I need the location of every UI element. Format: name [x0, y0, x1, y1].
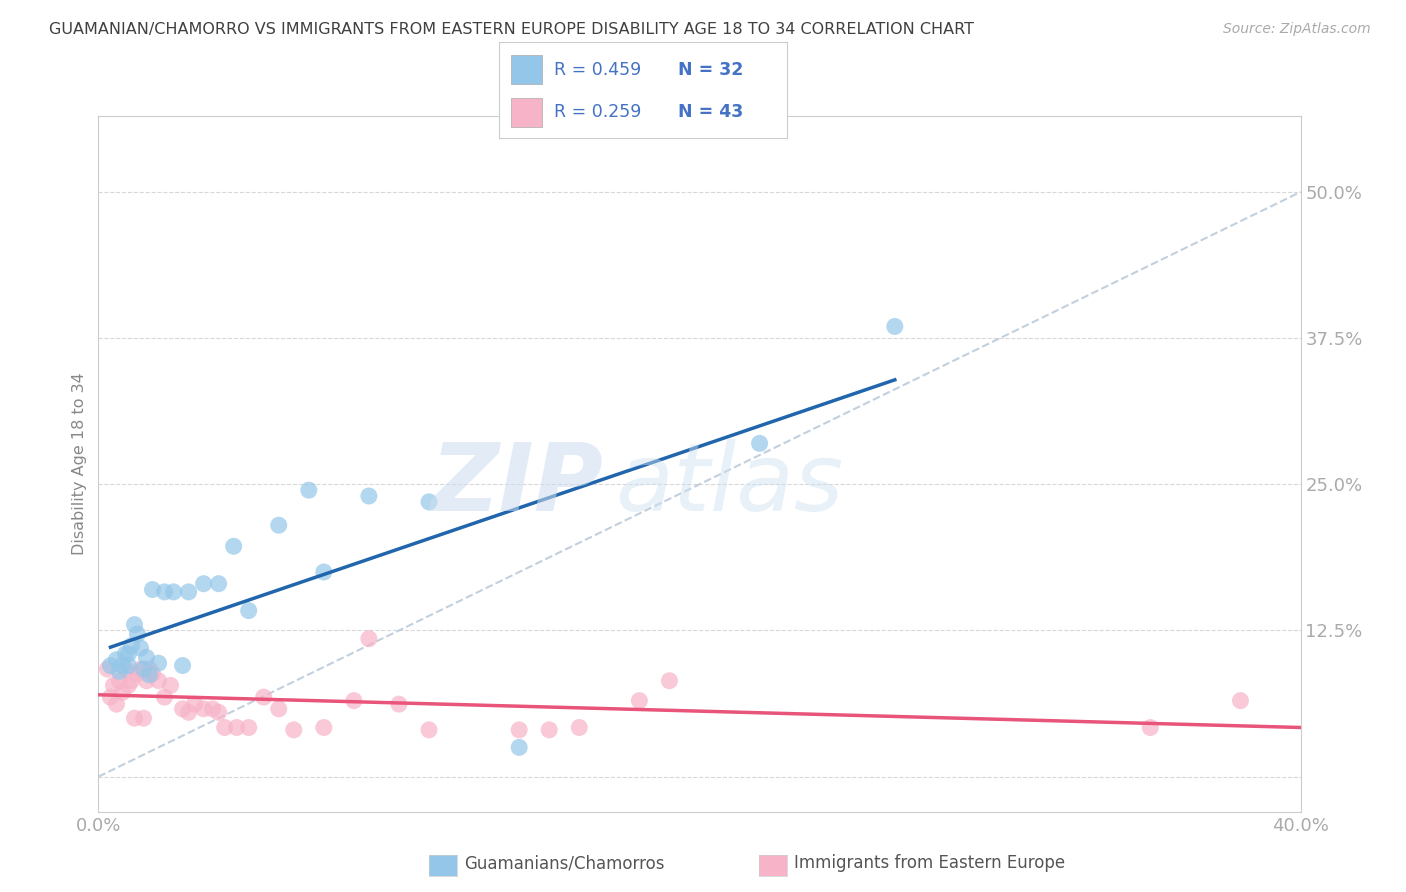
Point	[132, 711, 155, 725]
Point	[357, 632, 380, 646]
Bar	[510, 55, 543, 85]
Text: N = 43: N = 43	[678, 103, 744, 121]
Point	[238, 721, 260, 735]
Point	[127, 627, 149, 641]
Point	[1139, 721, 1161, 735]
Point	[267, 702, 290, 716]
Point	[568, 721, 591, 735]
Point	[343, 693, 366, 707]
Text: R = 0.459: R = 0.459	[554, 61, 641, 78]
Point	[105, 697, 128, 711]
Point	[138, 668, 160, 682]
Point	[883, 319, 905, 334]
Point	[312, 565, 335, 579]
Text: N = 32: N = 32	[678, 61, 744, 78]
Point	[103, 678, 125, 692]
Point	[114, 662, 136, 676]
Point	[238, 604, 260, 618]
Point	[177, 706, 200, 720]
Text: R = 0.259: R = 0.259	[554, 103, 641, 121]
Point	[138, 662, 160, 676]
Y-axis label: Disability Age 18 to 34: Disability Age 18 to 34	[72, 373, 87, 555]
Point	[135, 673, 157, 688]
Point	[267, 518, 290, 533]
Point	[201, 702, 224, 716]
Point	[183, 697, 205, 711]
Text: GUAMANIAN/CHAMORRO VS IMMIGRANTS FROM EASTERN EUROPE DISABILITY AGE 18 TO 34 COR: GUAMANIAN/CHAMORRO VS IMMIGRANTS FROM EA…	[49, 22, 974, 37]
Point	[111, 685, 134, 699]
Point	[148, 673, 170, 688]
Point	[162, 585, 184, 599]
Point	[100, 658, 122, 673]
Point	[312, 721, 335, 735]
Point	[508, 723, 530, 737]
Point	[193, 702, 215, 716]
Point	[129, 640, 152, 655]
Point	[127, 666, 149, 681]
Point	[172, 702, 194, 716]
Point	[159, 678, 181, 692]
Point	[117, 678, 139, 692]
Point	[538, 723, 561, 737]
Point	[222, 539, 245, 553]
Point	[418, 723, 440, 737]
Point	[141, 582, 163, 597]
Point	[132, 662, 155, 676]
Point	[418, 495, 440, 509]
Point	[121, 673, 143, 688]
Point	[153, 690, 176, 705]
Point	[388, 697, 411, 711]
Point	[105, 653, 128, 667]
Point	[208, 706, 231, 720]
Point	[153, 585, 176, 599]
Text: Source: ZipAtlas.com: Source: ZipAtlas.com	[1223, 22, 1371, 37]
Point	[177, 585, 200, 599]
Point	[117, 647, 139, 661]
Point	[129, 662, 152, 676]
Text: Guamanians/Chamorros: Guamanians/Chamorros	[464, 855, 665, 872]
Point	[124, 711, 146, 725]
Point	[1229, 693, 1251, 707]
Point	[96, 662, 118, 676]
Point	[172, 658, 194, 673]
Point	[108, 665, 131, 679]
Point	[508, 740, 530, 755]
Point	[108, 673, 131, 688]
Text: atlas: atlas	[616, 439, 844, 530]
Point	[658, 673, 681, 688]
Point	[135, 650, 157, 665]
Point	[225, 721, 247, 735]
Point	[283, 723, 305, 737]
Point	[748, 436, 770, 450]
Point	[111, 658, 134, 673]
Point	[357, 489, 380, 503]
Bar	[510, 98, 543, 127]
Point	[208, 576, 231, 591]
Point	[148, 657, 170, 671]
Text: ZIP: ZIP	[430, 439, 603, 531]
Point	[141, 666, 163, 681]
Point	[253, 690, 276, 705]
Point	[121, 639, 143, 653]
Point	[100, 690, 122, 705]
Point	[298, 483, 321, 497]
Point	[193, 576, 215, 591]
Point	[114, 647, 136, 661]
Text: Immigrants from Eastern Europe: Immigrants from Eastern Europe	[794, 855, 1066, 872]
Point	[124, 617, 146, 632]
Point	[214, 721, 236, 735]
Point	[117, 658, 139, 673]
Point	[628, 693, 651, 707]
